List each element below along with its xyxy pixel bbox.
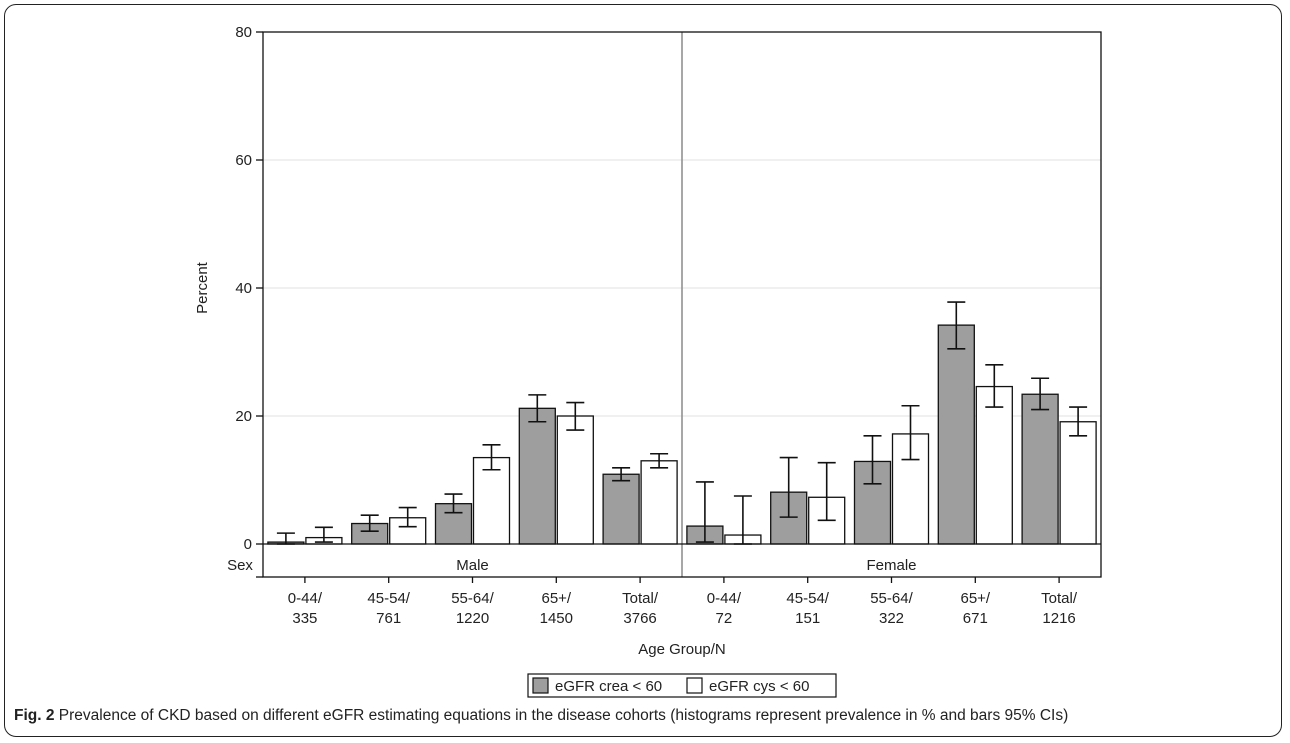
caption-label: Fig. 2 bbox=[14, 707, 55, 724]
category-label-male-2: 55-64/ bbox=[451, 590, 494, 607]
category-count-male-0: 335 bbox=[292, 610, 317, 627]
category-label-female-0: 0-44/ bbox=[707, 590, 742, 607]
category-label-female-2: 55-64/ bbox=[870, 590, 913, 607]
category-count-female-0: 72 bbox=[716, 610, 733, 627]
legend-swatch-1 bbox=[686, 677, 703, 694]
bar-male-2-s1 bbox=[472, 456, 511, 545]
legend-label-0: eGFR crea < 60 bbox=[555, 678, 662, 695]
category-label-male-1: 45-54/ bbox=[367, 590, 410, 607]
bar-male-3-s1 bbox=[556, 415, 594, 545]
category-count-female-3: 671 bbox=[963, 610, 988, 627]
legend-swatch-0 bbox=[532, 677, 549, 694]
bar-female-3-s1 bbox=[975, 385, 1013, 545]
bar-female-3-s0 bbox=[937, 324, 975, 545]
ytick-label-40: 40 bbox=[235, 280, 252, 297]
bar-male-3-s0 bbox=[518, 407, 556, 545]
ytick-label-60: 60 bbox=[235, 152, 252, 169]
category-label-female-3: 65+/ bbox=[960, 590, 990, 607]
plot-border bbox=[262, 31, 1102, 578]
chart-svg: 0-44/335 45-54/761 55-64/1220 65+/ 1450 Total… bbox=[194, 24, 1102, 698]
panel-header-label: Sex bbox=[227, 557, 253, 574]
bar-female-4-s1 bbox=[1059, 421, 1097, 545]
category-label-male-0: 0-44/ bbox=[288, 590, 323, 607]
category-label-female-1: 45-54/ bbox=[786, 590, 829, 607]
figure-caption: Fig. 2 Prevalence of CKD based on differ… bbox=[14, 707, 1279, 725]
legend-label-1: eGFR cys < 60 bbox=[709, 678, 809, 695]
category-label-male-3: 65+/ bbox=[541, 590, 571, 607]
category-label-male-4: Total/ bbox=[622, 590, 659, 607]
category-count-male-1: 761 bbox=[376, 610, 401, 627]
category-count-male-2: 1220 bbox=[456, 610, 489, 627]
figure-frame bbox=[4, 4, 1282, 737]
ytick-label-0: 0 bbox=[244, 536, 252, 553]
bar-male-4-s1 bbox=[640, 460, 678, 545]
bar-male-4-s0 bbox=[602, 473, 640, 545]
category-count-male-4: 3766 bbox=[623, 610, 656, 627]
bar-female-4-s0 bbox=[1021, 393, 1059, 545]
caption-text: Prevalence of CKD based on different eGF… bbox=[54, 707, 1069, 724]
y-axis-title: Percent bbox=[194, 261, 211, 314]
category-label-female-4: Total/ bbox=[1041, 590, 1078, 607]
category-count-female-2: 322 bbox=[879, 610, 904, 627]
legend-box bbox=[527, 673, 837, 698]
panel-label-female: Female bbox=[866, 557, 916, 574]
category-count-female-4: 1216 bbox=[1042, 610, 1075, 627]
panel-label-male: Male bbox=[456, 557, 489, 574]
category-count-male-3: 1450 bbox=[540, 610, 573, 627]
x-axis-title: Age Group/N bbox=[638, 641, 726, 658]
ytick-label-20: 20 bbox=[235, 408, 252, 425]
ytick-label-80: 80 bbox=[235, 24, 252, 41]
category-count-female-1: 151 bbox=[795, 610, 820, 627]
